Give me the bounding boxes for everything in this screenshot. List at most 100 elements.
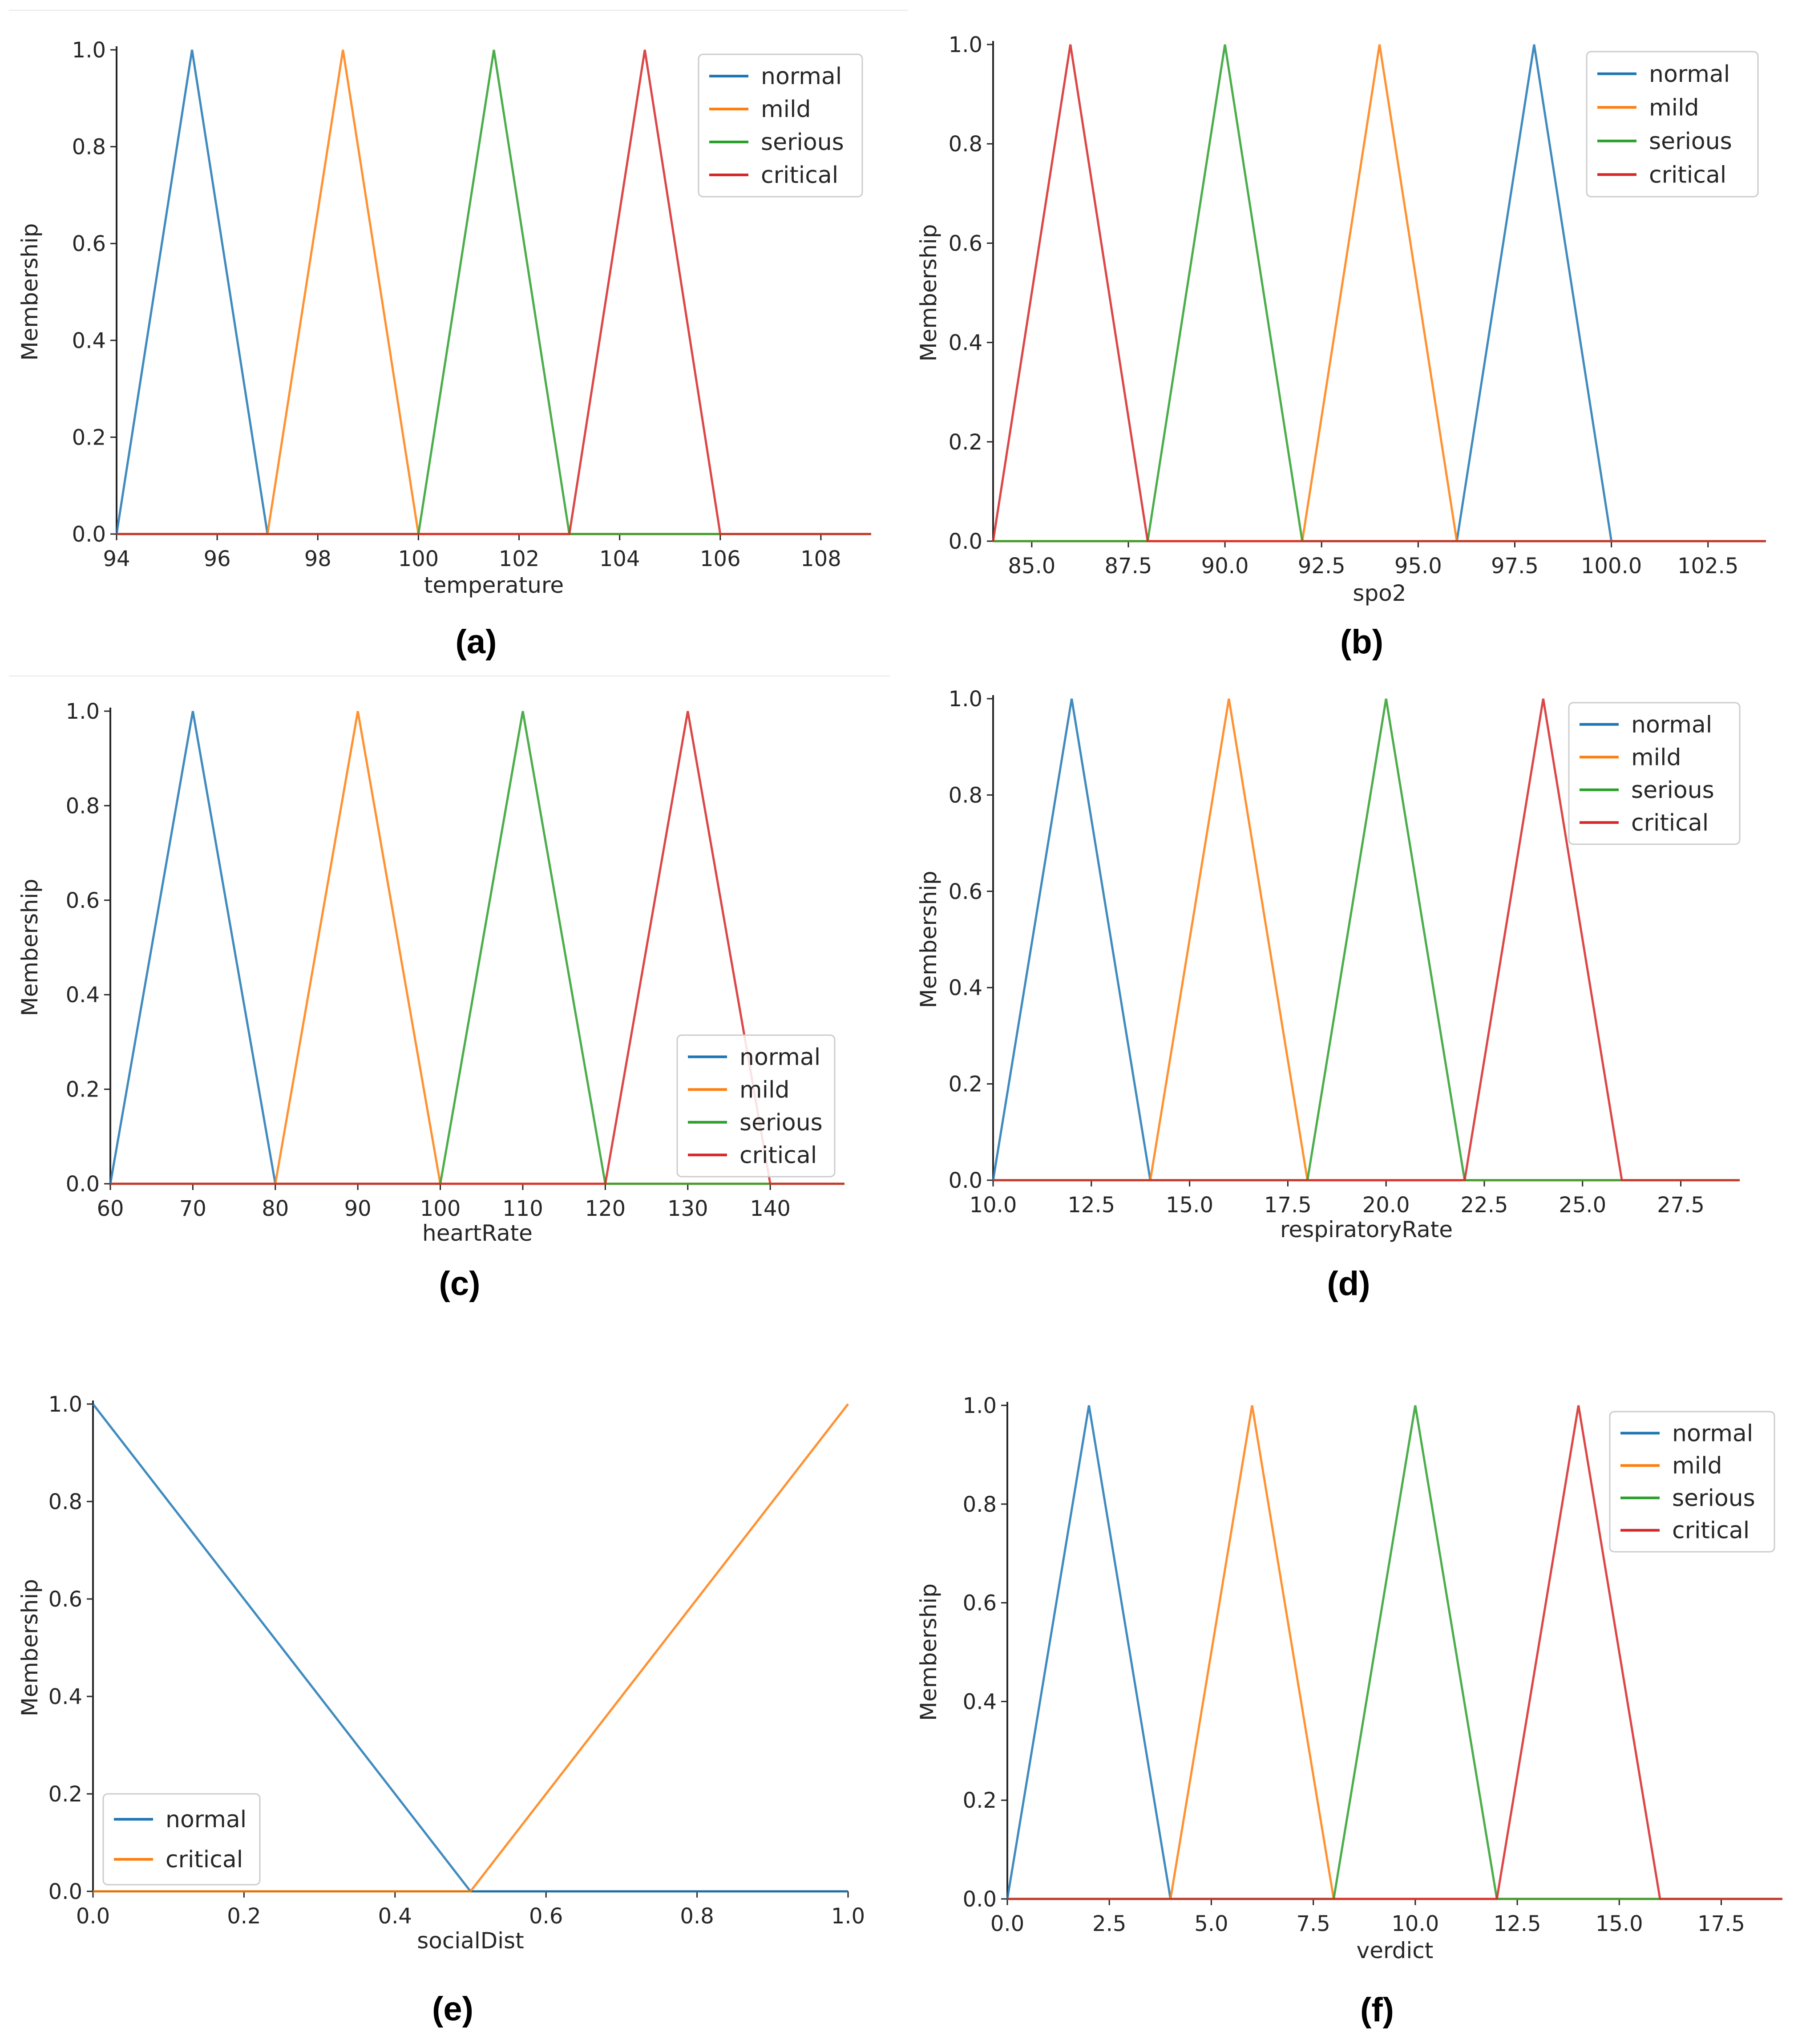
- x-axis-label: respiratoryRate: [1280, 1217, 1453, 1243]
- legend-label-critical: critical: [1649, 162, 1726, 188]
- y-tick-label: 0.6: [66, 888, 100, 913]
- y-axis-label: Membership: [916, 870, 941, 1008]
- x-tick-label: 0.2: [227, 1904, 261, 1929]
- y-tick-label: 1.0: [949, 32, 982, 57]
- x-tick-label: 70: [179, 1196, 206, 1221]
- legend-label-mild: mild: [739, 1077, 790, 1103]
- y-tick-label: 0.4: [66, 983, 100, 1008]
- x-tick-label: 10.0: [970, 1193, 1017, 1218]
- x-tick-label: 17.5: [1697, 1911, 1745, 1936]
- x-tick-label: 0.8: [680, 1904, 714, 1929]
- legend: normal critical: [102, 1793, 261, 1886]
- x-tick-label: 22.5: [1461, 1193, 1508, 1218]
- y-tick-label: 0.8: [48, 1489, 82, 1514]
- panel-caption: (a): [456, 623, 497, 661]
- chart-e: 0.0 0.2 0.4 0.6 0.8 1.0 0.0 0.2 0.4 0.6 0.8 1.0 soci…: [17, 1392, 865, 2028]
- y-tick-label: 0.6: [949, 879, 982, 904]
- x-axis-label: heartRate: [422, 1220, 533, 1246]
- x-tick-label: 120: [585, 1196, 626, 1221]
- y-tick-label: 0.6: [48, 1587, 82, 1612]
- y-tick-label: 0.4: [963, 1689, 997, 1714]
- x-tick-label: 87.5: [1105, 554, 1152, 579]
- y-tick-label: 0.0: [48, 1879, 82, 1904]
- x-tick-label: 98: [304, 546, 331, 571]
- x-tick-label: 97.5: [1491, 554, 1539, 579]
- legend: normal mild serious critical: [676, 1034, 836, 1178]
- chart-f: 0.0 2.5 5.0 7.5 10.0 12.5 15.0 17.5 0.0 0.2 0.4 0.6…: [916, 1393, 1782, 2029]
- series-line-critical: [117, 49, 871, 535]
- legend: normal mild serious critical: [1568, 702, 1741, 845]
- legend-label-normal: normal: [1631, 712, 1712, 738]
- x-tick-label: 0.0: [990, 1911, 1024, 1936]
- legend: normal mild serious critical: [1609, 1411, 1775, 1553]
- x-tick-label: 96: [204, 546, 231, 571]
- x-tick-label: 106: [700, 546, 741, 571]
- panel-caption: (e): [432, 1990, 473, 2028]
- y-tick-label: 0.8: [963, 1492, 997, 1517]
- y-tick-label: 0.0: [963, 1887, 997, 1912]
- panel-caption: (c): [439, 1265, 481, 1303]
- y-tick-label: 0.8: [66, 793, 100, 818]
- legend-box: [1609, 1411, 1775, 1553]
- x-tick-label: 12.5: [1494, 1911, 1541, 1936]
- legend-label-normal: normal: [1649, 61, 1730, 88]
- y-tick-label: 0.0: [949, 529, 982, 554]
- legend-box: [698, 53, 863, 198]
- panel-separator-top: [9, 10, 908, 11]
- y-axis-label: Membership: [17, 878, 43, 1016]
- legend-label-critical: critical: [166, 1846, 243, 1873]
- x-tick-label: 110: [502, 1196, 543, 1221]
- y-tick-label: 1.0: [949, 687, 982, 712]
- legend-label-serious: serious: [761, 129, 844, 156]
- y-tick-label: 0.6: [72, 231, 106, 256]
- legend-label-normal: normal: [166, 1806, 246, 1833]
- y-axis-label: Membership: [17, 1579, 43, 1716]
- y-tick-label: 0.8: [72, 135, 106, 160]
- legend-box: [676, 1034, 836, 1178]
- x-axis-label: temperature: [424, 572, 564, 598]
- legend-box: [1568, 702, 1741, 845]
- x-tick-label: 12.5: [1067, 1193, 1115, 1218]
- legend-box: [102, 1793, 261, 1886]
- legend-label-critical: critical: [1672, 1518, 1750, 1544]
- x-tick-label: 100: [420, 1196, 461, 1221]
- y-tick-label: 0.6: [949, 231, 982, 256]
- legend-label-serious: serious: [1649, 128, 1732, 155]
- y-tick-label: 0.8: [949, 783, 982, 808]
- y-axis-label: Membership: [17, 223, 43, 360]
- series-line-critical: [993, 698, 1740, 1182]
- x-tick-label: 95.0: [1394, 554, 1442, 579]
- x-tick-label: 94: [103, 546, 130, 571]
- x-tick-label: 17.5: [1264, 1193, 1312, 1218]
- y-axis-label: Membership: [916, 224, 941, 361]
- x-tick-label: 102.5: [1677, 554, 1738, 579]
- x-tick-label: 10.0: [1391, 1911, 1439, 1936]
- y-tick-label: 0.2: [949, 430, 982, 455]
- legend-label-serious: serious: [1672, 1485, 1755, 1512]
- y-tick-label: 0.2: [66, 1077, 100, 1102]
- panel-caption: (b): [1340, 623, 1383, 661]
- x-tick-label: 90: [344, 1196, 372, 1221]
- x-tick-label: 140: [750, 1196, 791, 1221]
- x-axis-label: verdict: [1357, 1938, 1434, 1963]
- x-tick-label: 92.5: [1298, 554, 1345, 579]
- y-tick-label: 0.2: [949, 1072, 982, 1097]
- x-axis-label: socialDist: [417, 1928, 524, 1954]
- x-tick-label: 15.0: [1596, 1911, 1643, 1936]
- x-axis-label: spo2: [1353, 580, 1406, 606]
- x-tick-label: 60: [97, 1196, 124, 1221]
- x-tick-label: 15.0: [1166, 1193, 1213, 1218]
- y-tick-label: 0.0: [72, 522, 106, 547]
- x-tick-label: 80: [262, 1196, 289, 1221]
- legend-label-serious: serious: [1631, 777, 1714, 804]
- legend-label-normal: normal: [739, 1044, 820, 1071]
- y-tick-label: 0.0: [66, 1172, 100, 1197]
- x-tick-label: 104: [599, 546, 640, 571]
- x-tick-label: 0.4: [378, 1904, 412, 1929]
- y-tick-label: 0.2: [48, 1782, 82, 1807]
- y-tick-label: 1.0: [72, 38, 106, 63]
- y-tick-label: 0.8: [949, 132, 982, 157]
- x-tick-label: 90.0: [1201, 554, 1249, 579]
- x-tick-label: 1.0: [831, 1904, 865, 1929]
